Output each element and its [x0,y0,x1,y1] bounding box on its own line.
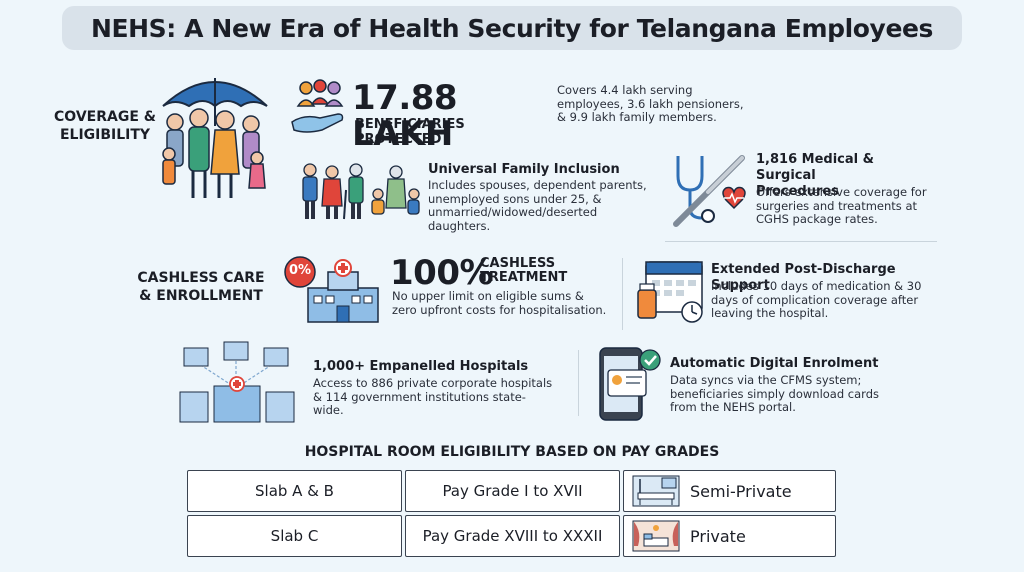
divider-vertical [622,258,623,330]
section-label-cashless: CASHLESS CARE & ENROLLMENT [137,270,265,304]
page-title: NEHS: A New Era of Health Security for T… [62,6,962,50]
stethoscope-scalpel-icon [673,155,746,227]
private-room-icon [632,520,680,552]
table-cell-room: Private [623,515,836,557]
cashless-label: CASHLESS TREATMENT [480,256,568,285]
hospitals-desc: Access to 886 private corporate hospital… [313,376,553,417]
table-cell-grade: Pay Grade I to XVII [405,470,620,512]
hospitals-heading: 1,000+ Empanelled Hospitals [313,359,529,374]
room-type-label: Private [690,526,746,546]
beneficiaries-number: 17.88 LAKH [352,78,458,154]
procedures-desc: Offers extensive coverage for surgeries … [756,185,927,226]
hospital-building-icon [284,256,379,323]
enrolment-heading: Automatic Digital Enrolment [670,356,879,371]
family-umbrella-icon [162,78,268,198]
calendar-medicine-icon [637,261,703,323]
procedures-heading: 1,816 Medical & Surgical Procedures [756,152,874,199]
zero-percent-badge: 0% [288,263,312,278]
divider-vertical-2 [578,350,579,416]
table-cell-slab: Slab C [187,515,402,557]
table-cell-grade: Pay Grade XVIII to XXXII [405,515,620,557]
cashless-number: 100% [390,253,494,293]
enrolment-desc: Data syncs via the CFMS system; benefici… [670,373,879,414]
table-cell-room: Semi-Private [623,470,836,512]
family-desc: Includes spouses, dependent parents, une… [428,178,647,233]
extended-family-icon [302,163,420,220]
post-discharge-desc: Includes 10 days of medication & 30 days… [711,279,922,320]
family-heading: Universal Family Inclusion [428,162,620,177]
beneficiaries-label: BENEFICIARIES PROTECTED [355,117,465,147]
hospital-network-icon [179,341,295,423]
post-discharge-heading: Extended Post-Discharge Support [711,262,896,293]
beneficiaries-desc: Covers 4.4 lakh serving employees, 3.6 l… [557,83,744,124]
cashless-desc: No upper limit on eligible sums & zero u… [392,289,607,317]
table-cell-slab: Slab A & B [187,470,402,512]
room-table-title: HOSPITAL ROOM ELIGIBILITY BASED ON PAY G… [304,444,720,460]
section-label-coverage: COVERAGE & ELIGIBILITY [54,109,156,143]
hospital-bed-icon [632,475,680,507]
phone-id-card-icon [599,347,661,421]
room-type-label: Semi-Private [690,481,792,501]
divider-horizontal [665,241,937,242]
people-hand-icon [291,79,344,133]
